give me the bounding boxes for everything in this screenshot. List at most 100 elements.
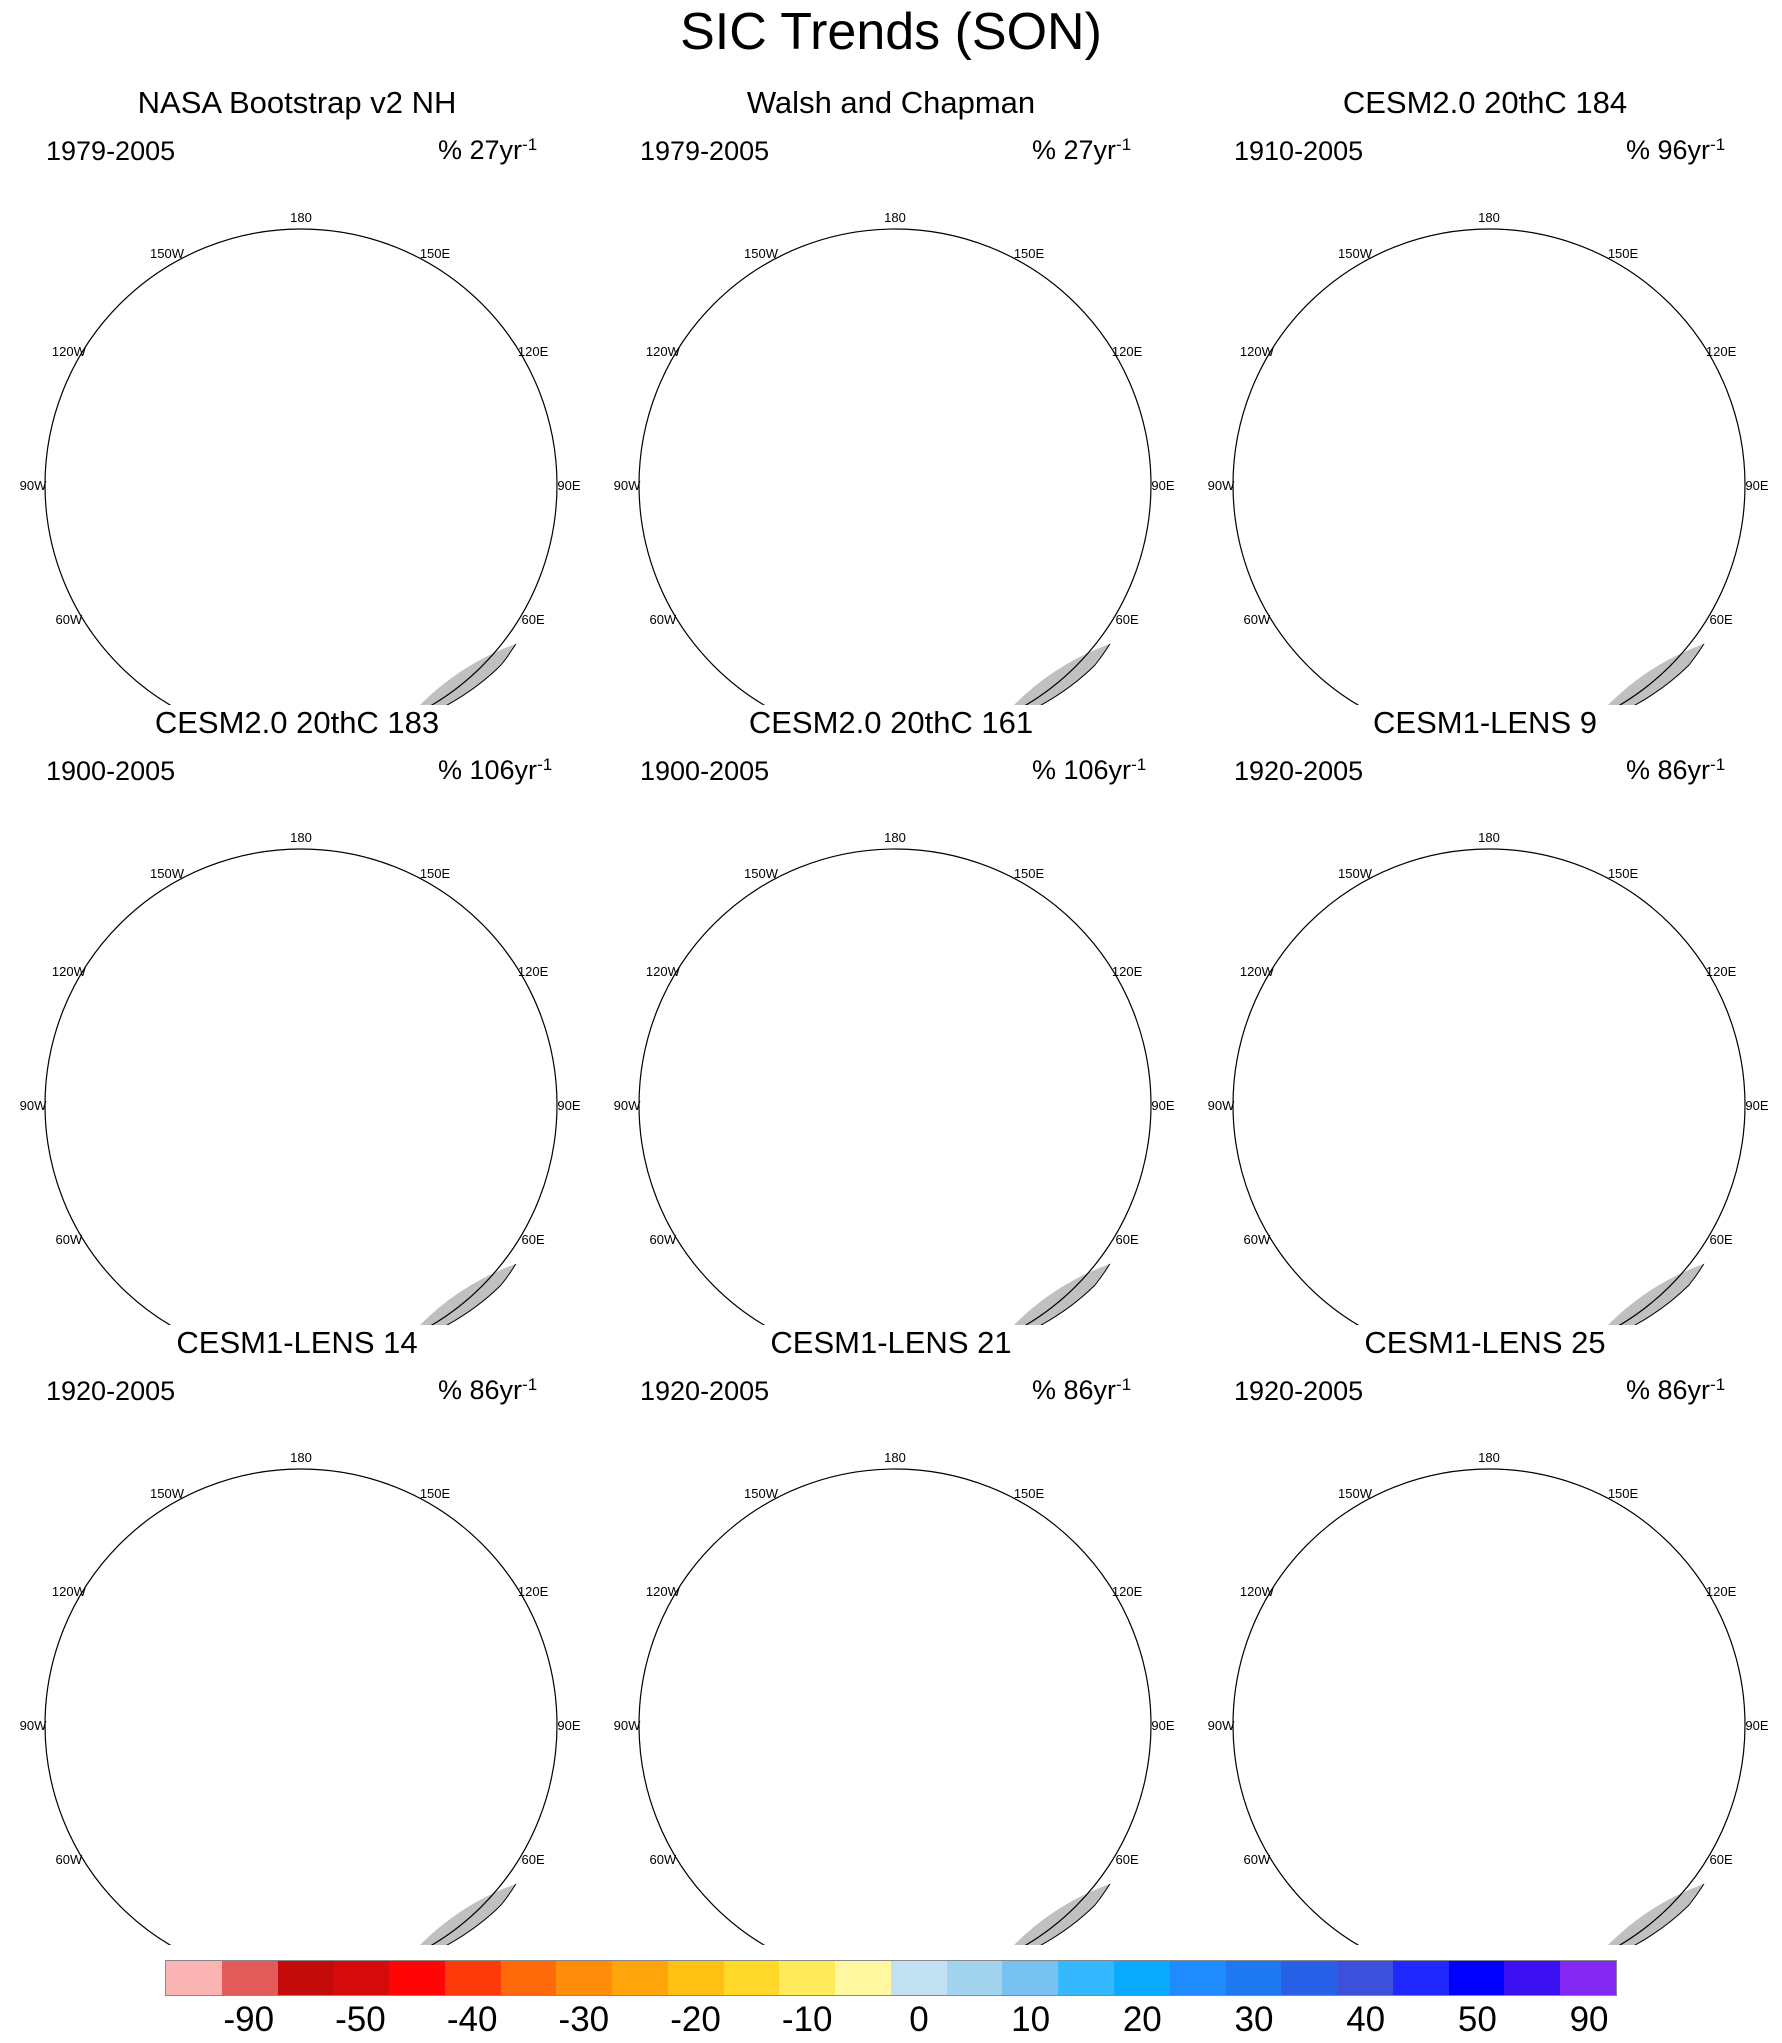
panel-units-text: % 86yr [1626, 755, 1711, 785]
longitude-label: 60W [56, 612, 83, 627]
ocean-disk [1233, 1469, 1745, 1945]
longitude-label: 60W [1244, 1232, 1271, 1247]
longitude-label: 60E [1116, 1232, 1139, 1247]
colorbar-box [667, 1961, 724, 1995]
colorbar-tick-label: -90 [223, 2000, 275, 2039]
panel-title: CESM2.0 20thC 184 [1342, 85, 1628, 120]
panel-period: 1910-2005 [1234, 136, 1364, 166]
colorbar-box [779, 1961, 836, 1995]
longitude-label: 60E [1710, 1852, 1733, 1867]
map-panel: CESM1-LENS 9 1920-2005 % 86yr-1 180 150E 120E… [1188, 705, 1782, 1325]
colorbar-box [1560, 1961, 1616, 1995]
panel-period: 1920-2005 [46, 1376, 176, 1406]
panel-units-exponent: -1 [522, 1375, 538, 1394]
longitude-label: 60E [522, 1852, 545, 1867]
colorbar-box [890, 1961, 947, 1995]
longitude-label: 90W [614, 478, 641, 493]
panel-title: Walsh and Chapman [746, 85, 1036, 120]
longitude-label: 120E [1706, 344, 1737, 359]
longitude-label: 90W [1208, 1098, 1235, 1113]
colorbar-box [1448, 1961, 1505, 1995]
figure-title: SIC Trends (SON) [680, 3, 1102, 61]
longitude-label: 60E [1710, 1232, 1733, 1247]
longitude-label: 120E [1112, 1584, 1143, 1599]
panel-units: % 27yr-1 [438, 129, 537, 166]
longitude-label: 90W [614, 1718, 641, 1733]
panel-period: 1920-2005 [1234, 756, 1364, 786]
colorbar-tick-label: -50 [335, 2000, 386, 2039]
colorbar [165, 1960, 1617, 1996]
longitude-label: 150W [150, 246, 185, 261]
map-boundary [44, 848, 558, 1325]
longitude-label: 60E [1116, 612, 1139, 627]
longitude-label: 150W [1338, 866, 1373, 881]
longitude-label: 90E [1151, 1098, 1174, 1113]
map-boundary [638, 848, 1152, 1325]
colorbar-box [444, 1961, 501, 1995]
colorbar-box [1058, 1961, 1115, 1995]
panel-units-text: % 86yr [1626, 1375, 1711, 1405]
colorbar-tick-label: -20 [670, 2000, 721, 2039]
longitude-label: 120E [518, 1584, 549, 1599]
colorbar-box [1504, 1961, 1561, 1995]
colorbar-box [500, 1961, 557, 1995]
longitude-label: 150W [744, 246, 779, 261]
panel-title: CESM1-LENS 21 [770, 1325, 1012, 1360]
ocean-disk [45, 229, 557, 705]
colorbar-box [1337, 1961, 1393, 1995]
longitude-label: 150E [1608, 866, 1639, 881]
longitude-label: 180 [884, 210, 906, 225]
panel-units-text: % 27yr [1032, 135, 1117, 165]
longitude-label: 120W [1240, 344, 1275, 359]
longitude-label: 120W [52, 1584, 87, 1599]
longitude-label: 150E [1608, 1486, 1639, 1501]
panel-units-text: % 96yr [1626, 135, 1711, 165]
colorbar-box [1169, 1961, 1226, 1995]
longitude-label: 60W [1244, 612, 1271, 627]
ocean-disk [1233, 229, 1745, 705]
colorbar-tick-label: 90 [1569, 2000, 1609, 2039]
longitude-label: 60W [650, 1852, 677, 1867]
panel-units-text: % 106yr [1032, 755, 1132, 785]
map-panel: CESM2.0 20thC 184 1910-2005 % 96yr-1 180 150… [1188, 85, 1782, 705]
panel-units-text: % 86yr [438, 1375, 523, 1405]
longitude-label: 120W [1240, 1584, 1275, 1599]
panel-units-exponent: -1 [522, 135, 538, 154]
panel-period: 1979-2005 [640, 136, 770, 166]
longitude-label: 90W [1208, 1718, 1235, 1733]
map-boundary [638, 228, 1152, 705]
panel-units-exponent: -1 [1131, 755, 1147, 774]
longitude-label: 120E [1112, 344, 1143, 359]
panel-units: % 86yr-1 [1626, 1369, 1725, 1406]
colorbar-box [556, 1961, 613, 1995]
longitude-label: 90E [557, 1718, 580, 1733]
ocean-disk [1233, 849, 1745, 1325]
longitude-label: 60E [522, 1232, 545, 1247]
longitude-label: 60W [1244, 1852, 1271, 1867]
longitude-label: 150E [1014, 246, 1045, 261]
colorbar-tick-label: -40 [446, 2000, 498, 2039]
colorbar-box [1225, 1961, 1282, 1995]
colorbar-tick-label: 0 [909, 2000, 929, 2039]
panel-units-text: % 106yr [438, 755, 538, 785]
longitude-label: 120W [646, 344, 681, 359]
longitude-label: 60W [56, 1852, 83, 1867]
longitude-label: 60E [522, 612, 545, 627]
longitude-label: 90E [1745, 1718, 1768, 1733]
polar-map: 180150E120E90E60E30E030W60W90W120W150W [1208, 210, 1769, 705]
longitude-label: 90W [20, 478, 47, 493]
panel-units: % 86yr-1 [1032, 1369, 1131, 1406]
map-panel: CESM1-LENS 21 1920-2005 % 86yr-1 180 150E 120… [594, 1325, 1188, 1945]
panel-period: 1900-2005 [640, 756, 770, 786]
panel-units-text: % 86yr [1032, 1375, 1117, 1405]
colorbar-box [1392, 1961, 1449, 1995]
colorbar-tick-label: -30 [558, 2000, 610, 2039]
longitude-label: 120E [1706, 964, 1737, 979]
longitude-label: 150E [420, 1486, 451, 1501]
colorbar-labels: -90 -50 -40 -30 -20 -10 0 10 20 30 40 50 90 [0, 2000, 1782, 2043]
panel-units-exponent: -1 [537, 755, 553, 774]
longitude-label: 180 [290, 830, 312, 845]
longitude-label: 150W [744, 866, 779, 881]
panel-units-exponent: -1 [1710, 135, 1726, 154]
map-boundary [44, 228, 558, 705]
